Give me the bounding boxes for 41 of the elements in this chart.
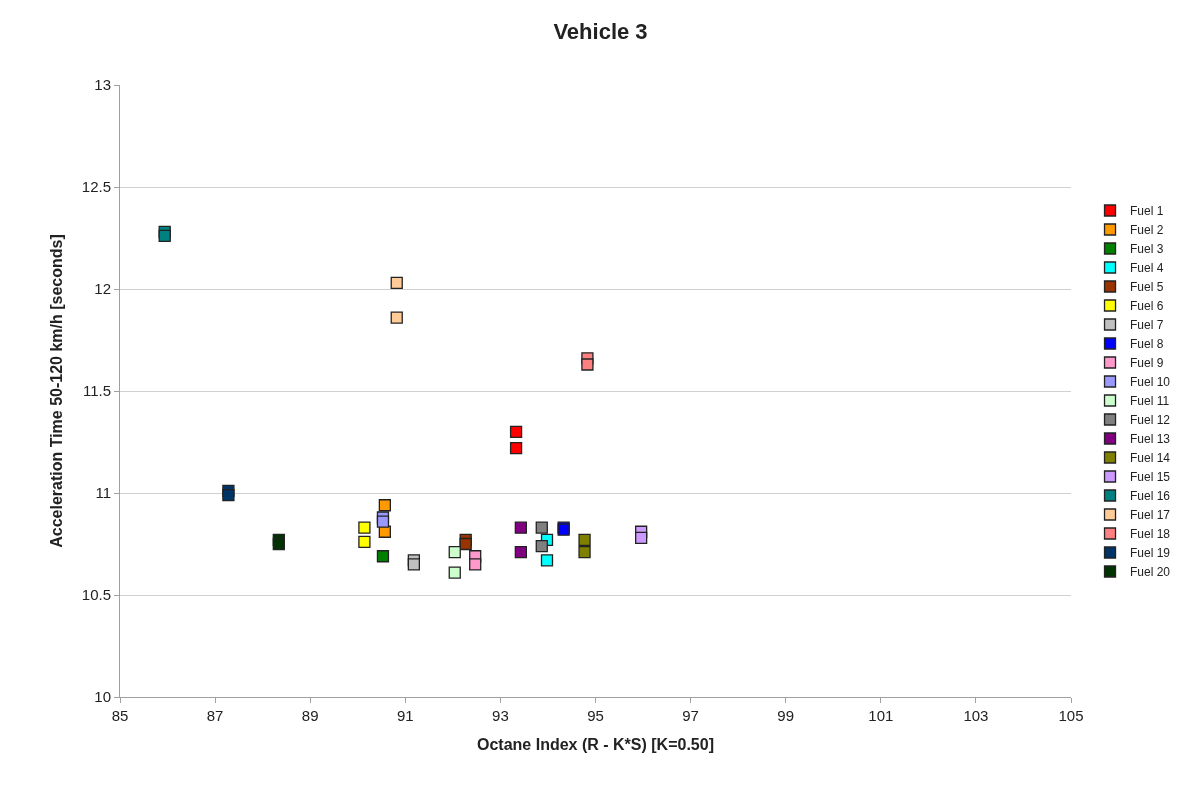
x-tick-label: 87: [206, 707, 224, 724]
y-tick-label: 11: [95, 484, 111, 502]
legend-label: Fuel 5: [1130, 280, 1164, 295]
legend-label: Fuel 6: [1130, 299, 1164, 314]
legend-label: Fuel 18: [1130, 527, 1171, 542]
x-tick-label: 99: [777, 707, 795, 724]
legend-label: Fuel 11: [1130, 394, 1170, 409]
legend-label: Fuel 4: [1130, 261, 1164, 276]
y-tick-label: 12: [94, 280, 111, 298]
legend-label: Fuel 2: [1130, 223, 1164, 238]
y-tick-label: 10: [94, 688, 111, 706]
legend-label: Fuel 14: [1130, 451, 1171, 466]
y-tick-label: 10.5: [81, 586, 111, 604]
legend-label: Fuel 7: [1130, 318, 1164, 333]
x-tick-label: 105: [1058, 707, 1084, 724]
x-tick-label: 95: [587, 707, 604, 724]
legend-label: Fuel 3: [1130, 242, 1164, 257]
y-tick-label: 13: [94, 76, 111, 94]
y-tick-label: 12.5: [81, 178, 111, 196]
x-tick-label: 97: [682, 707, 699, 724]
x-tick-label: 85: [111, 707, 129, 724]
legend-label: Fuel 1: [1130, 204, 1164, 219]
x-tick-label: 91: [396, 707, 414, 724]
legend-label: Fuel 15: [1130, 470, 1171, 485]
legend-label: Fuel 9: [1130, 356, 1164, 371]
x-tick-label: 101: [868, 707, 894, 724]
legend-label: Fuel 8: [1130, 337, 1164, 352]
x-tick-label: 103: [963, 707, 989, 724]
legend-label: Fuel 17: [1130, 508, 1171, 523]
legend-label: Fuel 16: [1130, 489, 1171, 504]
legend-label: Fuel 13: [1130, 432, 1171, 447]
y-tick-label: 11.5: [82, 382, 111, 400]
chart-title: Vehicle 3: [553, 19, 648, 45]
legend-label: Fuel 20: [1130, 565, 1171, 580]
legend-label: Fuel 12: [1130, 413, 1171, 428]
y-axis-title: Acceleration Time 50-120 km/h [seconds]: [47, 234, 65, 548]
x-tick-label: 93: [492, 707, 509, 724]
legend-label: Fuel 19: [1130, 546, 1171, 561]
legend-label: Fuel 10: [1130, 375, 1171, 390]
x-tick-label: 89: [301, 707, 319, 724]
x-axis-title: Octane Index (R - K*S) [K=0.50]: [477, 735, 714, 753]
